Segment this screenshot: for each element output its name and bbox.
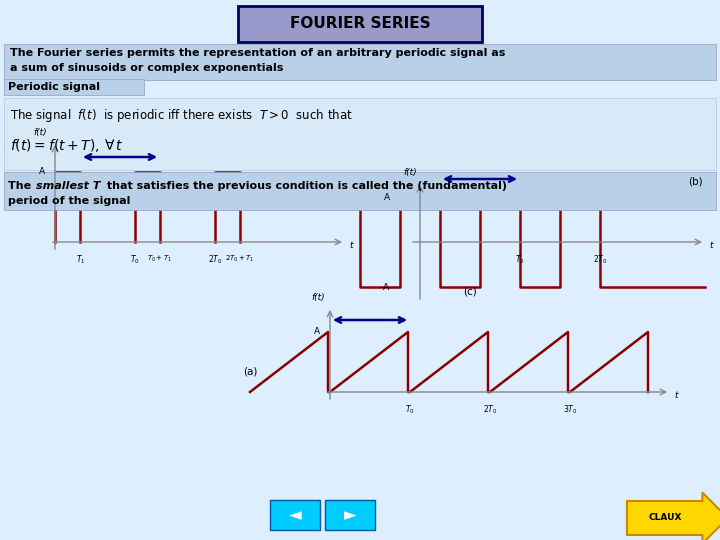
Text: $2T_0+T_1$: $2T_0+T_1$ [225,254,255,264]
Text: A: A [384,192,390,201]
Bar [4,79,144,95]
Bar [270,500,320,530]
Text: -A: -A [381,282,390,292]
Text: (a): (a) [243,367,257,377]
Text: CLAUX: CLAUX [648,514,682,523]
Text: $3T_0$: $3T_0$ [563,404,577,416]
Text: t: t [709,241,713,251]
Text: $2T_0$: $2T_0$ [593,254,607,267]
Bar [4,98,716,170]
Text: f(t): f(t) [311,293,325,302]
Text: $T_1$: $T_1$ [76,254,86,267]
Text: $T_0+T_1$: $T_0+T_1$ [148,254,173,264]
Text: $T_0$: $T_0$ [515,254,525,267]
Text: period of the signal: period of the signal [8,196,130,206]
Text: FOURIER SERIES: FOURIER SERIES [289,17,431,31]
Text: $2T_0$: $2T_0$ [482,404,498,416]
FancyBboxPatch shape [627,492,720,540]
Text: (c): (c) [463,287,477,297]
Text: t: t [349,241,353,251]
Text: (b): (b) [688,177,702,187]
Bar [4,44,716,80]
Text: t: t [674,392,678,401]
Bar [325,500,375,530]
Text: $f(t) = f(t+T),\,\forall\,t$: $f(t) = f(t+T),\,\forall\,t$ [10,137,124,153]
Text: smallest T: smallest T [36,181,101,191]
Text: Periodic signal: Periodic signal [8,82,100,92]
Text: that satisfies the previous condition is called the (fundamental): that satisfies the previous condition is… [103,181,507,191]
Text: The signal  $f(t)$  is periodic iff there exists  $T > 0$  such that: The signal $f(t)$ is periodic iff there … [10,106,353,124]
Text: $T_0$: $T_0$ [130,254,140,267]
Text: f(t): f(t) [33,128,47,137]
Text: f(t): f(t) [403,168,417,177]
Text: a sum of sinusoids or complex exponentials: a sum of sinusoids or complex exponentia… [10,63,284,73]
Text: ►: ► [343,506,356,524]
Text: A: A [314,327,320,336]
Bar [4,172,716,210]
Text: The: The [8,181,39,191]
Text: The Fourier series permits the representation of an arbitrary periodic signal as: The Fourier series permits the represent… [10,48,505,58]
Text: ◄: ◄ [289,506,302,524]
Text: $T_0$: $T_0$ [405,404,415,416]
Text: $2T_0$: $2T_0$ [207,254,222,267]
Text: A: A [39,167,45,177]
FancyBboxPatch shape [238,6,482,42]
